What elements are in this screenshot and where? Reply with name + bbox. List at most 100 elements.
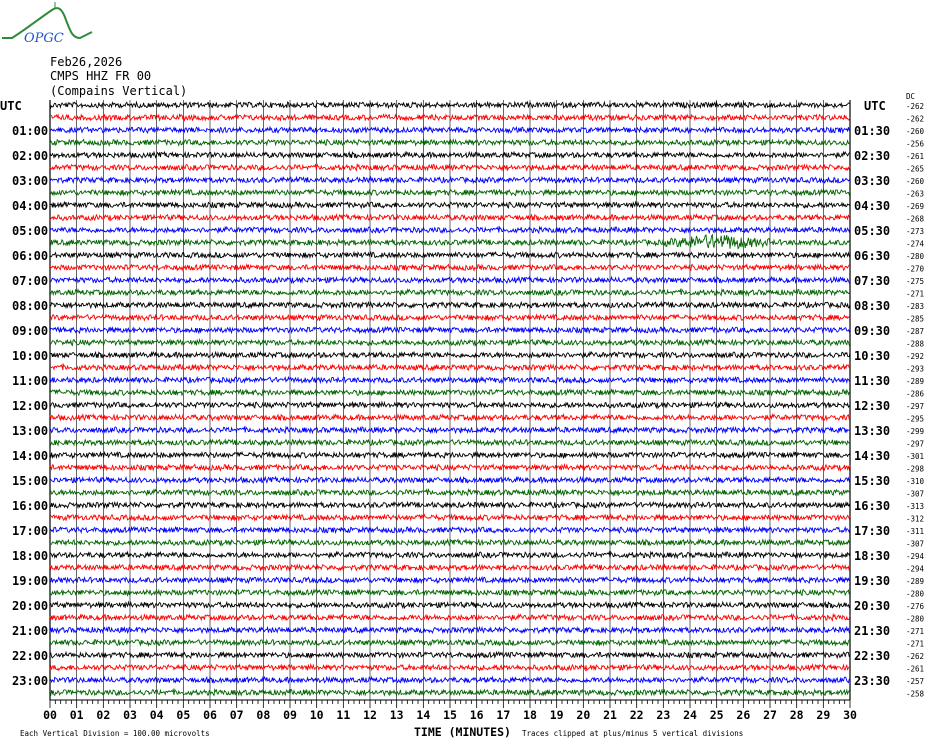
dc-offset-label: -265 [906, 165, 924, 174]
x-tick-label: 14 [416, 708, 430, 722]
dc-offset-label: -310 [906, 477, 925, 486]
left-axis-title: UTC [0, 99, 22, 113]
trace-row-35 [49, 538, 851, 547]
right-hour-label: 05:30 [854, 224, 890, 238]
trace-row-22 [49, 375, 851, 385]
trace-row-8 [49, 200, 851, 210]
right-hour-label: 13:30 [854, 424, 890, 438]
dc-offset-label: -307 [906, 540, 924, 549]
station-label: CMPS HHZ FR 00 [50, 69, 151, 83]
dc-offset-label: -307 [906, 490, 924, 499]
trace-row-47 [49, 687, 851, 697]
right-axis-title: UTC [864, 99, 886, 113]
left-hour-label: 04:00 [12, 199, 48, 213]
left-hour-label: 19:00 [12, 574, 48, 588]
x-tick-label: 29 [816, 708, 830, 722]
left-hour-label: 05:00 [12, 224, 48, 238]
dc-offset-label: -261 [906, 152, 924, 161]
dc-offset-label: -269 [906, 202, 924, 211]
dc-offset-label: -297 [906, 402, 924, 411]
x-tick-label: 10 [310, 708, 324, 722]
dc-offset-label: -299 [906, 427, 924, 436]
x-tick-label: 22 [630, 708, 644, 722]
x-tick-label: 15 [443, 708, 457, 722]
dc-offset-label: -258 [906, 690, 925, 699]
dc-offset-label: -280 [906, 252, 925, 261]
time-labels: -262 -262 -260 01:00 01:30 -256 -261 02:00 02:30… [12, 92, 925, 699]
x-tick-label: 12 [363, 708, 377, 722]
x-tick-label: 27 [763, 708, 777, 722]
dc-offset-label: -276 [906, 602, 925, 611]
dc-offset-label: -293 [906, 365, 924, 374]
x-tick-label: 21 [603, 708, 617, 722]
right-hour-label: 03:30 [854, 174, 890, 188]
x-tick-label: 24 [683, 708, 697, 722]
dc-offset-label: -271 [906, 640, 924, 649]
trace-row-36 [49, 550, 851, 560]
right-hour-label: 14:30 [854, 449, 890, 463]
trace-row-1 [49, 113, 851, 122]
dc-offset-label: -294 [906, 565, 925, 574]
x-tick-label: 17 [496, 708, 510, 722]
x-tick-label: 01 [70, 708, 84, 722]
x-tick-label: 11 [336, 708, 350, 722]
x-tick-label: 03 [123, 708, 137, 722]
right-hour-label: 22:30 [854, 649, 890, 663]
dc-offset-label: -271 [906, 627, 924, 636]
x-tick-label: 00 [43, 708, 57, 722]
right-hour-label: 11:30 [854, 374, 890, 388]
left-hour-label: 03:00 [12, 174, 48, 188]
left-hour-label: 06:00 [12, 249, 48, 263]
dc-offset-label: -270 [906, 265, 925, 274]
dc-offset-label: -295 [906, 415, 924, 424]
dc-offset-label: -280 [906, 615, 925, 624]
x-axis: 00 01 02 03 04 05 06 07 08 09 10 11 12 13 14 15 16 17 18 19… [43, 699, 857, 722]
dc-offset-label: -263 [906, 190, 924, 199]
trace-row-45 [49, 662, 851, 672]
dc-offset-label: -292 [906, 352, 924, 361]
trace-row-5 [49, 162, 851, 172]
dc-offset-label: -262 [906, 102, 924, 111]
trace-row-9 [49, 212, 851, 222]
right-hour-label: 04:30 [854, 199, 890, 213]
x-tick-label: 08 [256, 708, 270, 722]
left-hour-label: 22:00 [12, 649, 48, 663]
left-hour-label: 14:00 [12, 449, 48, 463]
right-hour-label: 01:30 [854, 124, 890, 138]
left-hour-label: 16:00 [12, 499, 48, 513]
right-hour-label: 16:30 [854, 499, 890, 513]
left-hour-label: 15:00 [12, 474, 48, 488]
trace-row-17 [49, 313, 851, 322]
trace-row-25 [49, 412, 851, 422]
x-tick-label: 30 [843, 708, 857, 722]
trace-row-18 [49, 325, 851, 335]
x-tick-label: 20 [576, 708, 590, 722]
left-hour-label: 23:00 [12, 674, 48, 688]
left-hour-label: 01:00 [12, 124, 48, 138]
dc-offset-label: -288 [906, 340, 925, 349]
trace-row-34 [49, 525, 851, 535]
dc-offset-label: -273 [906, 227, 924, 236]
logo: OPGC [2, 2, 93, 46]
left-hour-label: 07:00 [12, 274, 48, 288]
trace-row-38 [49, 575, 851, 585]
left-hour-label: 13:00 [12, 424, 48, 438]
dc-offset-label: -274 [906, 240, 925, 249]
trace-row-3 [49, 137, 851, 147]
trace-row-30 [49, 475, 851, 485]
trace-row-6 [49, 175, 851, 185]
logo-text: OPGC [24, 31, 64, 46]
dc-offset-label: -280 [906, 590, 925, 599]
dc-offset-label: -283 [906, 302, 924, 311]
date-label: Feb26,2026 [50, 55, 122, 69]
right-hour-label: 09:30 [854, 324, 890, 338]
x-tick-label: 04 [150, 708, 164, 722]
left-hour-label: 10:00 [12, 349, 48, 363]
left-hour-label: 09:00 [12, 324, 48, 338]
trace-row-33 [49, 513, 851, 522]
x-tick-label: 28 [790, 708, 804, 722]
left-hour-label: 18:00 [12, 549, 48, 563]
trace-row-14 [49, 275, 851, 285]
clip-note: Traces clipped at plus/minus 5 vertical … [522, 729, 743, 738]
